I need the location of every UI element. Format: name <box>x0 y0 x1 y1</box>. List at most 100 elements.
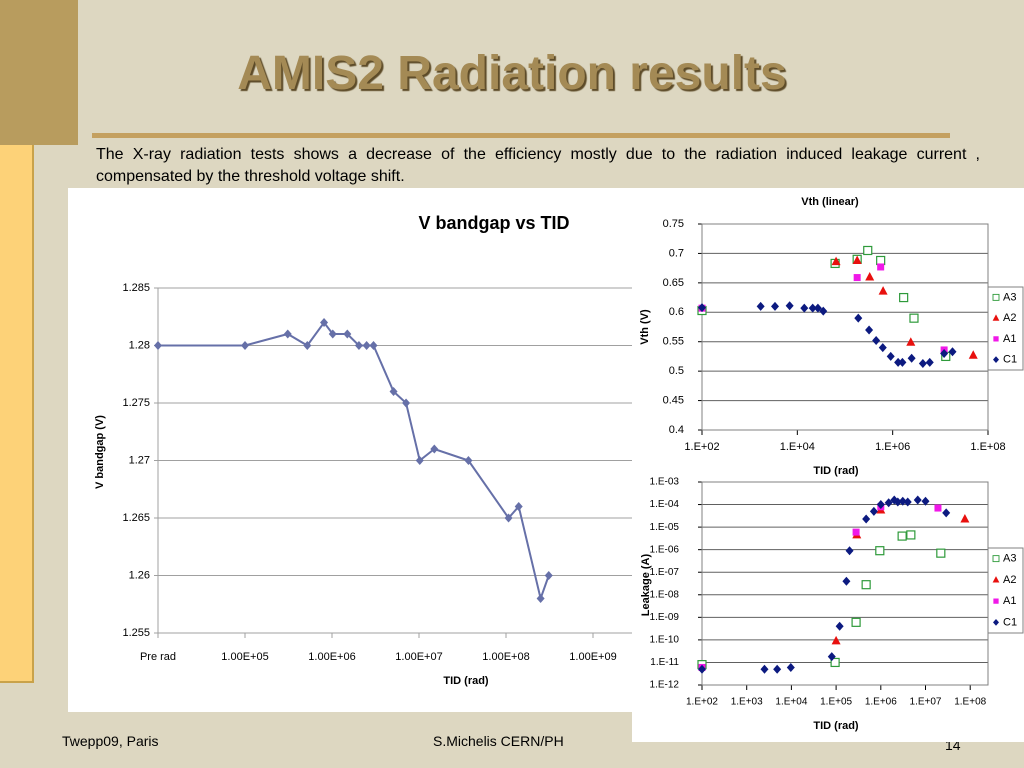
data-point <box>504 513 513 523</box>
legend-marker <box>992 555 1000 563</box>
y-tick-label: 0.55 <box>663 336 684 348</box>
data-point <box>897 531 907 541</box>
y-tick-label: 0.4 <box>669 424 684 436</box>
legend-label: A3 <box>1003 291 1016 303</box>
x-tick-label: 1.00E+08 <box>482 651 529 663</box>
data-point <box>852 255 862 264</box>
data-point <box>835 621 844 631</box>
y-axis-label: Leakage (A) <box>640 553 652 616</box>
data-point <box>942 508 951 518</box>
data-point <box>536 594 545 603</box>
y-tick-label: 1.255 <box>122 627 150 639</box>
legend-label: A3 <box>1003 553 1016 565</box>
data-point <box>862 514 871 524</box>
y-tick-label: 1.E-06 <box>650 544 680 555</box>
data-point <box>936 548 946 558</box>
y-tick-label: 0.5 <box>669 365 684 377</box>
data-point <box>773 664 782 674</box>
data-point <box>354 341 363 350</box>
data-point <box>877 263 885 271</box>
legend-label: A2 <box>1003 574 1016 586</box>
x-tick-label: 1.E+08 <box>970 441 1005 453</box>
x-tick-label: 1.E+02 <box>684 441 719 453</box>
y-tick-label: 1.E-08 <box>650 589 680 600</box>
chart-title: V bandgap vs TID <box>418 213 569 233</box>
x-tick-label: Pre rad <box>140 651 176 663</box>
data-point <box>940 348 949 358</box>
data-point <box>863 245 873 256</box>
data-point <box>878 343 887 353</box>
data-point <box>283 329 292 339</box>
corner-block <box>0 0 78 145</box>
legend-label: A2 <box>1003 312 1016 324</box>
data-point <box>819 306 828 316</box>
data-point <box>771 301 780 311</box>
x-tick-label: 1.E+03 <box>731 697 763 708</box>
left-panel <box>68 188 636 712</box>
data-point <box>786 662 795 672</box>
data-point <box>154 341 162 350</box>
y-tick-label: 1.E-10 <box>650 635 680 646</box>
x-tick-label: 1.E+04 <box>780 441 815 453</box>
x-axis-label: TID (rad) <box>813 465 859 477</box>
data-point <box>906 530 916 540</box>
data-point <box>756 301 765 311</box>
data-point <box>808 303 817 313</box>
data-point <box>913 495 922 505</box>
y-tick-label: 1.E-03 <box>650 477 680 488</box>
data-point <box>544 571 553 580</box>
legend-marker <box>993 356 999 363</box>
footer-left: Twepp09, Paris <box>62 733 159 749</box>
y-tick-label: 1.E-11 <box>650 657 679 668</box>
y-tick-label: 1.26 <box>129 569 150 581</box>
data-point <box>865 271 875 281</box>
data-point <box>328 329 337 339</box>
y-tick-label: 0.65 <box>663 277 684 289</box>
y-tick-label: 1.E-09 <box>650 612 680 623</box>
data-point <box>925 357 934 367</box>
x-axis-label: TID (rad) <box>813 720 859 732</box>
data-point <box>369 341 378 350</box>
x-tick-label: 1.E+07 <box>910 697 942 708</box>
x-tick-label: 1.00E+05 <box>221 651 268 663</box>
data-point <box>960 513 970 523</box>
y-tick-label: 0.75 <box>663 218 684 230</box>
x-tick-label: 1.00E+06 <box>308 651 355 663</box>
data-point <box>869 506 878 516</box>
y-tick-label: 1.28 <box>129 339 150 351</box>
data-point <box>698 303 706 313</box>
y-tick-label: 1.E-04 <box>650 499 680 510</box>
legend-box <box>987 547 1024 634</box>
data-point <box>898 496 907 506</box>
y-tick-label: 1.E-05 <box>650 522 680 533</box>
x-tick-label: 1.E+08 <box>954 697 986 708</box>
data-point <box>872 336 881 346</box>
data-point <box>861 580 871 590</box>
data-point <box>893 497 902 507</box>
legend-marker <box>992 314 1000 321</box>
vth-chart: Vth (linear) 0.4 0.45 0.5 0.55 0.6 0.65 0.7 0.75… <box>639 196 1024 477</box>
data-point <box>894 357 903 367</box>
data-point <box>886 351 895 361</box>
legend-marker <box>992 293 1000 301</box>
y-axis-label: Vth (V) <box>639 309 651 345</box>
data-point <box>830 657 840 668</box>
bandgap-chart: V bandgap vs TID 1.255 1.26 1.265 1.27 1.275 1… <box>94 213 680 687</box>
data-point <box>876 255 886 266</box>
x-axis-label: TID (rad) <box>443 675 489 687</box>
y-tick-label: 1.265 <box>122 512 150 524</box>
data-point <box>921 496 930 506</box>
y-axis-label: V bandgap (V) <box>94 415 106 489</box>
body-text: The X-ray radiation tests shows a decrea… <box>96 146 980 185</box>
data-point <box>906 337 916 346</box>
footer-center: S.Michelis CERN/PH <box>433 733 564 749</box>
data-point <box>464 456 473 465</box>
legend-label: A1 <box>1003 333 1016 345</box>
data-point <box>934 504 942 512</box>
data-point <box>907 353 916 363</box>
x-tick-label: 1.E+06 <box>865 697 897 708</box>
data-point <box>343 329 352 339</box>
data-point <box>854 313 863 323</box>
